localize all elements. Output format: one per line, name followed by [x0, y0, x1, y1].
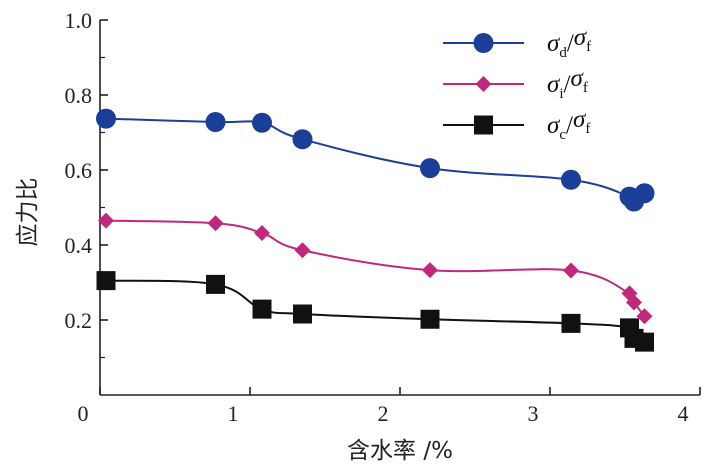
axes: 0 1 2 3 4 0.2 0.4 0.6 0.8 1.0	[65, 8, 701, 426]
legend-sub1-sc: c	[559, 127, 566, 143]
legend-main1-sd: σ	[547, 30, 561, 57]
legend-sub2-si: f	[583, 80, 588, 96]
data-point-sc	[635, 332, 654, 352]
series-sc	[96, 271, 654, 352]
data-point-si	[626, 294, 642, 311]
data-point-sd	[634, 183, 655, 204]
legend-main1-si: σ	[547, 71, 561, 98]
data-point-si	[254, 225, 270, 241]
data-point-si	[207, 215, 224, 232]
series-line-sc	[105, 279, 645, 344]
y-tick-label: 0.6	[65, 158, 93, 183]
data-point-si	[636, 308, 653, 325]
data-point-si	[422, 262, 438, 279]
data-point-sc	[561, 313, 581, 333]
legend-sub1-sd: d	[559, 45, 567, 61]
legend-marker-sc	[474, 115, 493, 135]
x-tick-label: 1	[228, 401, 239, 426]
legend-sub2-sc: f	[585, 121, 590, 137]
data-point-sc	[96, 271, 116, 291]
data-point-sd	[292, 129, 313, 150]
data-point-si	[98, 212, 114, 229]
legend-sep-si: /	[564, 71, 571, 98]
data-point-sc	[252, 299, 272, 319]
data-point-sd	[205, 112, 226, 132]
legend-main2-sd: σ	[574, 24, 588, 51]
legend-main2-sc: σ	[573, 106, 587, 133]
data-point-sc	[293, 304, 312, 324]
x-tick-label: 3	[528, 401, 539, 426]
legend-sub2-sd: f	[586, 39, 591, 55]
series-layer	[96, 108, 655, 352]
y-tick-label: 0.2	[65, 308, 93, 333]
legend-main1-sc: σ	[547, 112, 561, 139]
y-tick-label: 0.4	[65, 233, 93, 258]
legend-sep-sd: /	[567, 30, 574, 57]
legend-label-sd: σd/σfσd/σf	[547, 24, 591, 61]
x-tick-label: 2	[378, 401, 389, 426]
legend-main2-si: σ	[570, 65, 584, 92]
x-tick-label: 4	[678, 401, 689, 426]
data-point-si	[294, 242, 311, 259]
legend-marker-si	[475, 76, 492, 92]
data-point-sc	[420, 309, 440, 329]
x-tick-label: 0	[78, 401, 89, 426]
legend-entry-sd: σd/σfσd/σf	[443, 24, 591, 61]
series-sd	[96, 108, 655, 212]
data-point-sd	[252, 112, 272, 133]
y-axis-title: 应力比	[15, 178, 41, 247]
data-point-sd	[561, 169, 581, 190]
data-point-sd	[96, 108, 116, 129]
data-point-sc	[206, 274, 225, 294]
y-tick-label: 0.8	[65, 83, 93, 108]
legend-marker-sd	[473, 33, 494, 53]
series-line-si	[105, 219, 646, 317]
legend-sub1-si: i	[559, 86, 563, 102]
x-axis-title: 含水率 /%	[347, 438, 453, 464]
series-si	[98, 212, 653, 325]
data-point-sd	[420, 158, 440, 179]
data-point-si	[563, 262, 579, 279]
y-tick-label: 1.0	[65, 8, 93, 33]
legend-sep-sc: /	[566, 112, 573, 139]
